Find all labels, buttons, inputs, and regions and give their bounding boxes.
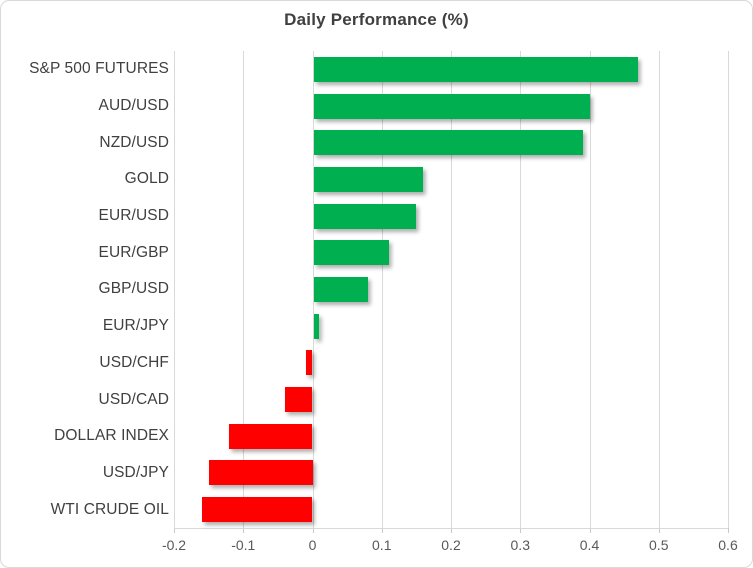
gridline	[520, 51, 522, 528]
category-label-usd-cad: USD/CAD	[98, 390, 169, 408]
category-label-dollar-index: DOLLAR INDEX	[54, 427, 169, 445]
tick-mark	[312, 528, 314, 533]
x-axis-tick-label: 0.2	[441, 537, 461, 553]
bar-dollar-index	[229, 423, 313, 449]
bar-aud-usd	[313, 93, 590, 119]
bar-wti-crude-oil	[201, 497, 313, 523]
gridline	[658, 51, 660, 528]
x-axis-tick-label: 0	[308, 537, 317, 553]
tick-mark	[589, 528, 591, 533]
gridline	[174, 51, 175, 528]
category-label-eur-jpy: EUR/JPY	[102, 317, 169, 335]
category-label-gold: GOLD	[124, 170, 169, 188]
category-label-s-p-500-futures: S&P 500 FUTURES	[29, 60, 169, 78]
x-axis-tick-label: 0.1	[372, 537, 392, 553]
gridline	[451, 51, 452, 528]
x-axis-tick-label: 0.4	[579, 537, 600, 553]
x-axis-tick-label: 0.3	[510, 537, 530, 553]
gridline	[243, 51, 245, 528]
bar-gold	[313, 166, 424, 192]
bar-usd-jpy	[208, 460, 313, 486]
bar-eur-jpy	[313, 313, 320, 339]
bar-usd-chf	[305, 350, 313, 376]
bar-nzd-usd	[313, 130, 583, 156]
tick-mark	[451, 528, 452, 533]
x-axis-tick-label: -0.2	[161, 537, 187, 553]
x-axis-tick-label: 0.5	[649, 537, 669, 553]
category-label-usd-chf: USD/CHF	[99, 353, 169, 371]
tick-mark	[243, 528, 245, 533]
category-label-wti-crude-oil: WTI CRUDE OIL	[50, 500, 169, 518]
bar-eur-usd	[313, 203, 417, 229]
x-axis-tick-label: -0.1	[231, 537, 256, 553]
category-label-nzd-usd: NZD/USD	[99, 133, 169, 151]
gridline	[312, 51, 314, 528]
x-axis-line	[174, 528, 728, 529]
bar-s-p-500-futures	[313, 56, 638, 82]
tick-mark	[728, 528, 729, 533]
category-label-eur-usd: EUR/USD	[98, 207, 169, 225]
gridline	[728, 51, 729, 528]
bar-usd-cad	[284, 387, 313, 413]
category-label-usd-jpy: USD/JPY	[102, 463, 169, 481]
tick-mark	[174, 528, 175, 533]
tick-mark	[381, 528, 383, 533]
tick-mark	[658, 528, 660, 533]
gridline	[381, 51, 383, 528]
chart-title: Daily Performance (%)	[284, 10, 469, 29]
category-label-aud-usd: AUD/USD	[98, 97, 169, 115]
gridline	[589, 51, 591, 528]
x-axis-tick-label: 0.6	[718, 537, 738, 553]
category-label-gbp-usd: GBP/USD	[98, 280, 169, 298]
bar-gbp-usd	[313, 277, 368, 302]
bar-eur-gbp	[313, 240, 389, 266]
tick-mark	[520, 528, 522, 533]
category-label-eur-gbp: EUR/GBP	[98, 243, 169, 261]
